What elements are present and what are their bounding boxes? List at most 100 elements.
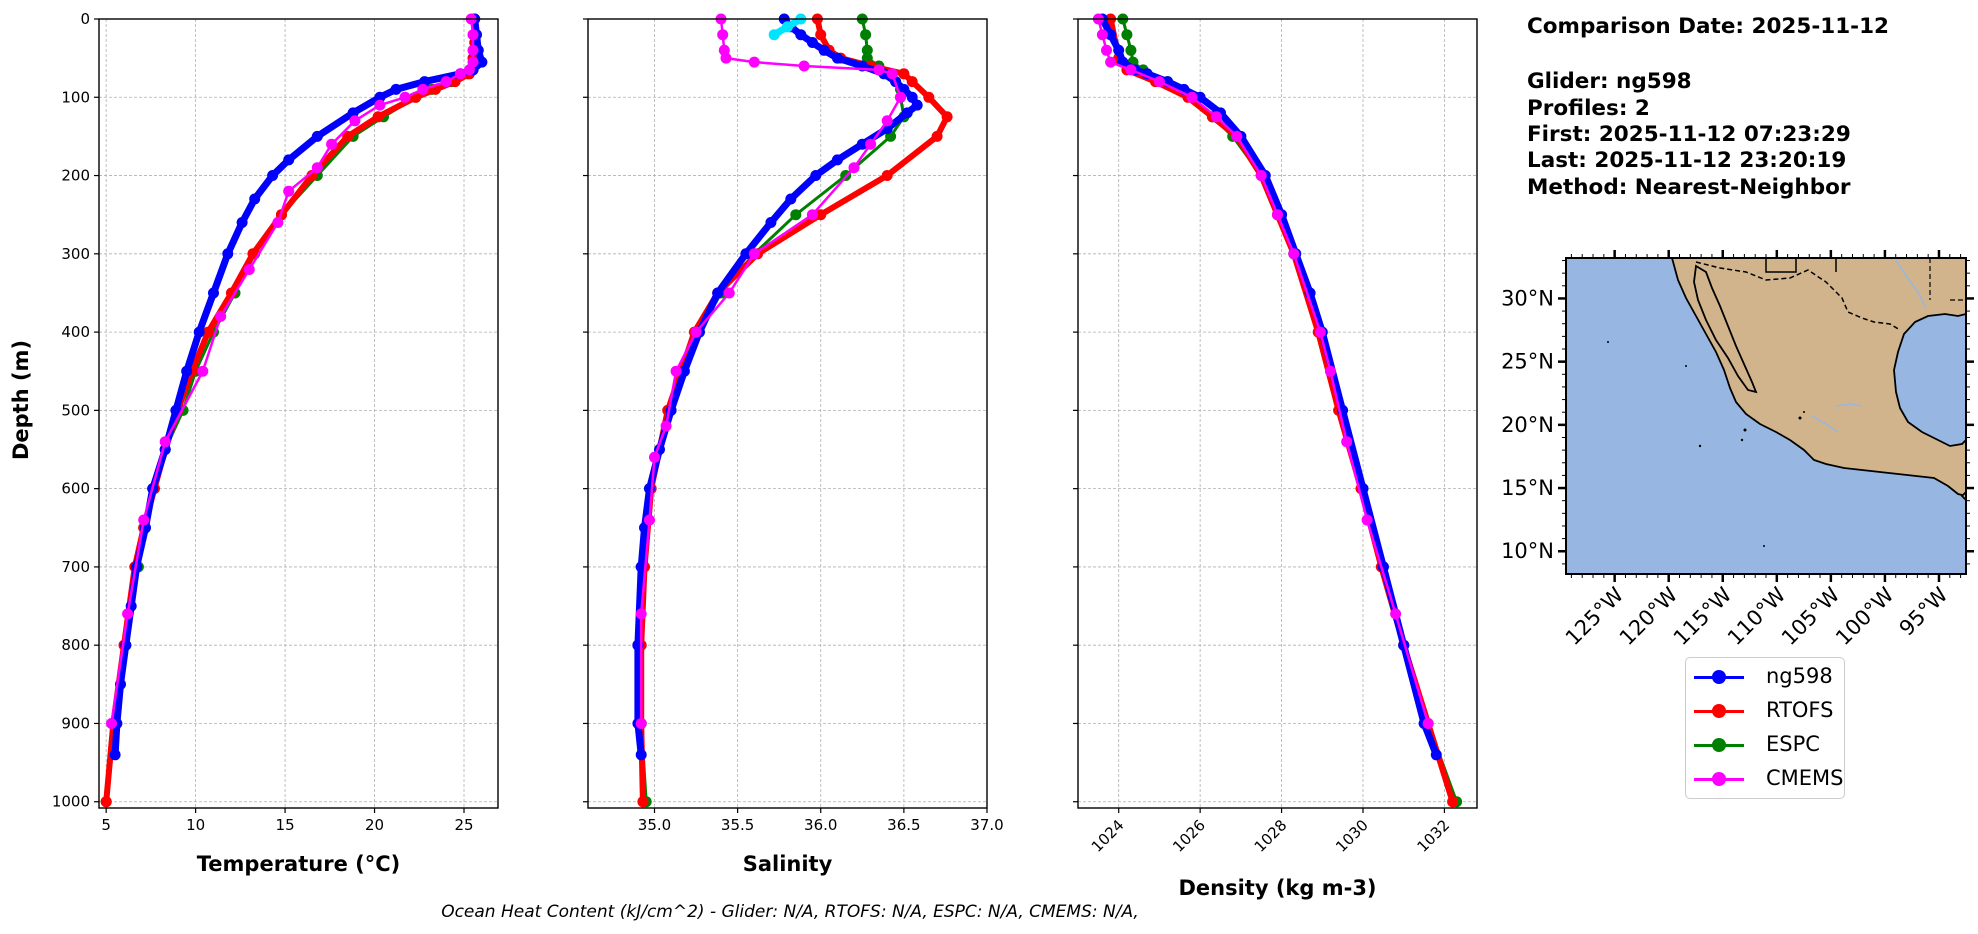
data-point-cmems: [399, 91, 411, 103]
x-axis-label: Temperature (°C): [197, 852, 400, 876]
x-tick-label: 35.0: [638, 816, 671, 834]
data-point-cmems: [1125, 64, 1137, 76]
data-point-ng598: [249, 193, 261, 205]
data-point-cmems: [122, 608, 134, 620]
series-group: [1092, 13, 1463, 808]
data-point-cmems: [748, 248, 760, 260]
x-tick-label: 1024: [1088, 816, 1128, 856]
data-point-ng598: [901, 107, 913, 119]
data-point-cmems: [748, 56, 760, 68]
y-tick-label: 0: [80, 10, 90, 28]
y-tick-label: 200: [61, 167, 90, 185]
map-island: [1740, 438, 1744, 442]
density-panel: 1024 1026 1028 1030 1032 Density (kg m-3): [1073, 13, 1478, 900]
data-point-cmems: [440, 76, 452, 88]
series-line-cmems: [639, 17, 902, 725]
data-point-ng598: [109, 749, 121, 761]
x-tick-label: 36.0: [804, 816, 837, 834]
data-point-cmems: [243, 264, 255, 275]
axes-frame: [98, 18, 499, 809]
map-lon-label: 120°W: [1615, 582, 1683, 650]
data-point-cmems: [848, 162, 860, 174]
series-line-ng598: [1098, 15, 1440, 759]
data-point-espc: [1121, 29, 1133, 41]
data-point-espc: [860, 29, 872, 41]
data-point-ng598-profile2: [782, 21, 793, 33]
data-point-ng598: [1430, 749, 1442, 761]
data-point-rtofs: [100, 796, 112, 808]
data-point-rtofs: [815, 209, 827, 221]
x-tick-label: 25: [454, 816, 473, 834]
data-point-cmems: [1288, 248, 1300, 260]
data-point-rtofs: [637, 796, 649, 808]
data-point-ng598: [236, 217, 248, 228]
salinity-panel: 35.0 35.5 36.0 36.5 37.0 Salinity: [583, 13, 1004, 876]
map-island: [1798, 416, 1802, 420]
data-point-ng598: [208, 287, 219, 299]
data-point-ng598-profile2: [768, 29, 780, 41]
legend-label: RTOFS: [1766, 698, 1834, 722]
data-point-ng598: [181, 365, 193, 377]
x-tick-label: 36.5: [887, 816, 920, 834]
first-profile-time: First: 2025-11-12 07:23:29: [1527, 122, 1851, 147]
data-point-rtofs: [202, 326, 214, 338]
y-tick-label: 900: [61, 714, 90, 732]
data-point-ng598: [311, 130, 323, 142]
data-point-cmems: [806, 209, 818, 221]
x-tick-label: 20: [365, 816, 384, 834]
x-tick-label: 1032: [1414, 816, 1454, 856]
data-point-ng598: [785, 193, 797, 205]
legend-label: ng598: [1766, 664, 1833, 688]
data-point-rtofs: [372, 111, 384, 123]
data-point-cmems: [1272, 209, 1283, 221]
data-point-espc: [1125, 44, 1137, 56]
ocean-heat-content-footer: Ocean Heat Content (kJ/cm^2) - Glider: N…: [441, 902, 1139, 922]
data-point-cmems: [283, 185, 295, 197]
legend-label: ESPC: [1766, 732, 1820, 756]
data-point-cmems: [644, 514, 655, 526]
data-point-ng598: [806, 37, 818, 48]
data-point-cmems: [374, 99, 386, 111]
x-axis-label: Salinity: [743, 852, 833, 876]
x-tick-label: 37.0: [970, 816, 1003, 834]
data-point-cmems: [1101, 44, 1112, 56]
depth-axis-label: Depth (m): [9, 340, 33, 460]
data-point-rtofs: [247, 248, 259, 260]
data-point-cmems: [272, 217, 284, 228]
data-point-ng598: [390, 83, 402, 95]
x-tick-label: 5: [101, 816, 111, 834]
y-tick-label: 1000: [52, 793, 90, 811]
data-point-ng598: [283, 154, 295, 166]
data-point-ng598: [222, 248, 234, 260]
data-point-ng598: [906, 91, 918, 103]
map-lon-label: 110°W: [1723, 582, 1791, 650]
data-point-rtofs: [881, 170, 893, 181]
map-lon-label: 115°W: [1669, 582, 1737, 650]
data-point-rtofs: [306, 170, 318, 181]
legend-item-cmems: CMEMS: [1694, 766, 1844, 792]
data-point-ng598: [831, 52, 843, 64]
series-group: [100, 13, 488, 808]
data-point-ng598: [818, 44, 830, 56]
data-point-cmems: [1210, 111, 1222, 123]
data-point-ng598: [765, 217, 777, 228]
data-point-cmems: [1324, 365, 1336, 377]
map-island: [1685, 365, 1687, 367]
y-tick-label: 600: [61, 480, 90, 498]
y-tick-label: 800: [61, 636, 90, 654]
y-tick-label: 700: [61, 558, 90, 576]
data-point-ng598: [476, 56, 488, 68]
data-point-ng598: [635, 749, 647, 761]
glider-name: Glider: ng598: [1527, 69, 1692, 94]
map-state-line: [1929, 258, 1966, 301]
data-point-cmems: [467, 29, 479, 41]
data-point-cmems: [865, 138, 877, 150]
data-point-cmems: [138, 514, 150, 526]
axes-frame: [587, 18, 988, 809]
data-point-cmems: [873, 64, 885, 76]
data-point-cmems: [1341, 436, 1353, 448]
axes-frame: [1077, 18, 1478, 809]
comparison-date: Comparison Date: 2025-11-12: [1527, 14, 1890, 39]
map-lon-label: 100°W: [1831, 582, 1899, 650]
data-point-ng598: [795, 29, 807, 41]
